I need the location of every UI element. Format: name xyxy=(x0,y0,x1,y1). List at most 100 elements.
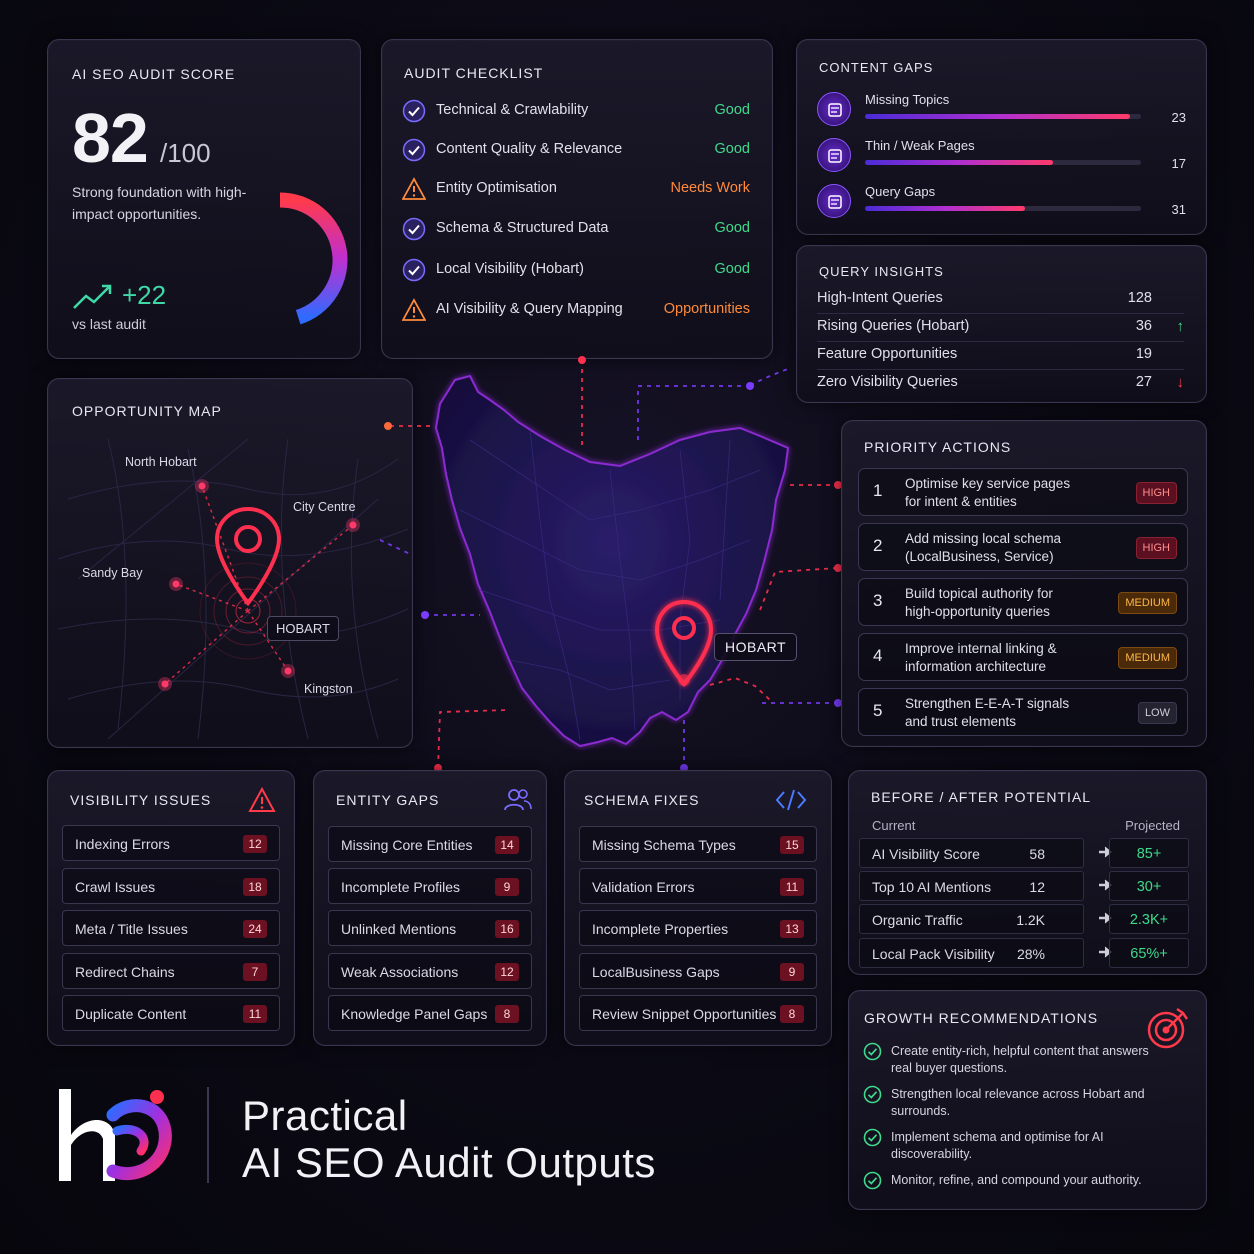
audit-score-value: 82 xyxy=(72,99,149,177)
issue-count-badge: 11 xyxy=(780,878,804,896)
content-gap-bar-fill xyxy=(865,114,1130,119)
audit-score-delta-label: vs last audit xyxy=(72,316,146,332)
metric-projected-value: 85+ xyxy=(1109,838,1189,868)
priority-badge: HIGH xyxy=(1135,482,1177,504)
content-gap-bar-fill xyxy=(865,160,1053,165)
current-value-cell: Organic Traffic 1.2K xyxy=(859,904,1084,934)
arrow-up-icon: ↑ xyxy=(1176,318,1185,335)
priority-badge: LOW xyxy=(1137,702,1177,724)
query-insights-title: QUERY INSIGHTS xyxy=(819,264,944,279)
content-gap-count: 23 xyxy=(1171,110,1186,125)
priority-actions-title: PRIORITY ACTIONS xyxy=(864,439,1012,455)
warning-icon xyxy=(401,298,427,322)
audit-score-panel: AI SEO AUDIT SCORE 82 /100 Strong founda… xyxy=(47,39,361,359)
current-value-cell: Top 10 AI Mentions 12 xyxy=(859,871,1084,901)
priority-action-item[interactable]: 1 Optimise key service pages for intent & … xyxy=(858,468,1188,516)
grid-page-icon xyxy=(817,138,851,172)
issue-row[interactable]: LocalBusiness Gaps 9 xyxy=(579,953,817,989)
issue-label: Incomplete Properties xyxy=(592,921,729,937)
hobart-pin-icon xyxy=(654,599,714,688)
query-insights-panel: QUERY INSIGHTS High-Intent Queries 128 Ris… xyxy=(796,245,1207,403)
priority-action-item[interactable]: 3 Build topical authority for high-opportu… xyxy=(858,578,1188,626)
visibility-issues-title: VISIBILITY ISSUES xyxy=(70,792,212,808)
metric-label: Organic Traffic xyxy=(872,912,963,928)
content-gap-item[interactable]: Query Gaps 31 xyxy=(817,182,1186,222)
check-circle-icon xyxy=(863,1042,882,1061)
issue-row[interactable]: Review Snippet Opportunities 8 xyxy=(579,995,817,1031)
growth-recommendations-title: GROWTH RECOMMENDATIONS xyxy=(864,1010,1099,1026)
schema-fixes-panel: SCHEMA FIXES Missing Schema Types 15 Valid… xyxy=(564,770,832,1046)
issue-count-badge: 14 xyxy=(495,836,519,854)
metric-current-value: 28% xyxy=(1016,946,1045,962)
document-icon xyxy=(817,92,851,126)
growth-recommendation-text: Create entity-rich, helpful content that… xyxy=(891,1044,1149,1075)
issue-count-badge: 18 xyxy=(243,878,267,896)
checklist-item[interactable]: Entity Optimisation Needs Work xyxy=(401,177,750,201)
issue-count-badge: 11 xyxy=(243,1005,267,1023)
issue-row[interactable]: Weak Associations 12 xyxy=(328,953,532,989)
issue-row[interactable]: Unlinked Mentions 16 xyxy=(328,910,532,946)
issue-row[interactable]: Redirect Chains 7 xyxy=(62,953,280,989)
query-insight-row[interactable]: Rising Queries (Hobart) 36 ↑ xyxy=(817,318,1184,338)
issue-row[interactable]: Missing Schema Types 15 xyxy=(579,826,817,862)
content-gap-item[interactable]: Thin / Weak Pages 17 xyxy=(817,136,1186,176)
content-gaps-title: CONTENT GAPS xyxy=(819,60,934,75)
current-value-cell: AI Visibility Score 58 xyxy=(859,838,1084,868)
audit-checklist-title: AUDIT CHECKLIST xyxy=(404,65,544,81)
issue-row[interactable]: Crawl Issues 18 xyxy=(62,868,280,904)
metric-label: AI Visibility Score xyxy=(872,846,980,862)
checklist-item[interactable]: Content Quality & Relevance Good xyxy=(402,138,750,162)
issue-row[interactable]: Duplicate Content 11 xyxy=(62,995,280,1031)
query-insight-row[interactable]: Feature Opportunities 19 xyxy=(817,346,1184,366)
priority-action-text: Optimise key service pages for intent & e… xyxy=(905,475,1105,511)
row-divider xyxy=(817,313,1184,314)
checklist-item[interactable]: AI Visibility & Query Mapping Opportuniti… xyxy=(401,298,750,322)
issue-row[interactable]: Incomplete Properties 13 xyxy=(579,910,817,946)
trend-up-icon xyxy=(73,284,112,309)
query-insight-label: Rising Queries (Hobart) xyxy=(817,318,970,334)
priority-action-number: 4 xyxy=(873,646,883,665)
content-gap-label: Missing Topics xyxy=(865,92,950,107)
before-after-row: AI Visibility Score 58 85+ xyxy=(859,838,1189,868)
content-gap-count: 31 xyxy=(1171,202,1186,217)
arrow-down-icon: ↓ xyxy=(1176,374,1185,391)
issue-row[interactable]: Meta / Title Issues 24 xyxy=(62,910,280,946)
audit-checklist-panel: AUDIT CHECKLIST Technical & Crawlability… xyxy=(381,39,773,359)
before-after-row: Local Pack Visibility 28% 65%+ xyxy=(859,938,1189,968)
query-insight-row[interactable]: High-Intent Queries 128 xyxy=(817,290,1184,310)
issue-label: Duplicate Content xyxy=(75,1006,187,1022)
visibility-issues-panel: VISIBILITY ISSUES Indexing Errors 12 Crawl… xyxy=(47,770,295,1046)
checklist-item[interactable]: Technical & Crawlability Good xyxy=(402,99,750,123)
checklist-item-label: Content Quality & Relevance xyxy=(436,141,623,157)
checklist-item-status: Good xyxy=(714,220,750,236)
priority-action-text: Strengthen E-E-A-T signals and trust elem… xyxy=(905,695,1105,731)
priority-action-text: Build topical authority for high-opportun… xyxy=(905,585,1105,621)
checklist-item-status: Good xyxy=(714,261,750,277)
content-gap-item[interactable]: Missing Topics 23 xyxy=(817,90,1186,130)
priority-action-line2: and trust elements xyxy=(905,714,1017,729)
entity-gaps-panel: ENTITY GAPS Missing Core Entities 14 Incom… xyxy=(313,770,547,1046)
query-insight-row[interactable]: Zero Visibility Queries 27 ↓ xyxy=(817,374,1184,394)
checklist-item[interactable]: Local Visibility (Hobart) Good xyxy=(402,258,750,282)
priority-badge: MEDIUM xyxy=(1118,647,1177,669)
priority-action-item[interactable]: 2 Add missing local schema (LocalBusiness,… xyxy=(858,523,1188,571)
issue-label: Knowledge Panel Gaps xyxy=(341,1006,488,1022)
issue-row[interactable]: Validation Errors 11 xyxy=(579,868,817,904)
issue-count-badge: 13 xyxy=(780,920,804,938)
code-icon xyxy=(775,789,807,811)
issue-row[interactable]: Knowledge Panel Gaps 8 xyxy=(328,995,532,1031)
issue-count-badge: 8 xyxy=(495,1005,519,1023)
issue-row[interactable]: Indexing Errors 12 xyxy=(62,825,280,861)
issue-row[interactable]: Incomplete Profiles 9 xyxy=(328,868,532,904)
content-gap-count: 17 xyxy=(1171,156,1186,171)
brand-title-line1: Practical xyxy=(242,1092,408,1139)
priority-action-item[interactable]: 5 Strengthen E-E-A-T signals and trust ele… xyxy=(858,688,1188,736)
map-label-north-hobart: North Hobart xyxy=(125,455,197,469)
metric-projected-value: 2.3K+ xyxy=(1109,904,1189,934)
issue-label: Incomplete Profiles xyxy=(341,879,461,895)
checklist-item[interactable]: Schema & Structured Data Good xyxy=(402,217,750,241)
issue-row[interactable]: Missing Core Entities 14 xyxy=(328,826,532,862)
priority-action-item[interactable]: 4 Improve internal linking & information a… xyxy=(858,633,1188,681)
issue-count-badge: 9 xyxy=(780,963,804,981)
priority-action-line2: high-opportunity queries xyxy=(905,604,1050,619)
